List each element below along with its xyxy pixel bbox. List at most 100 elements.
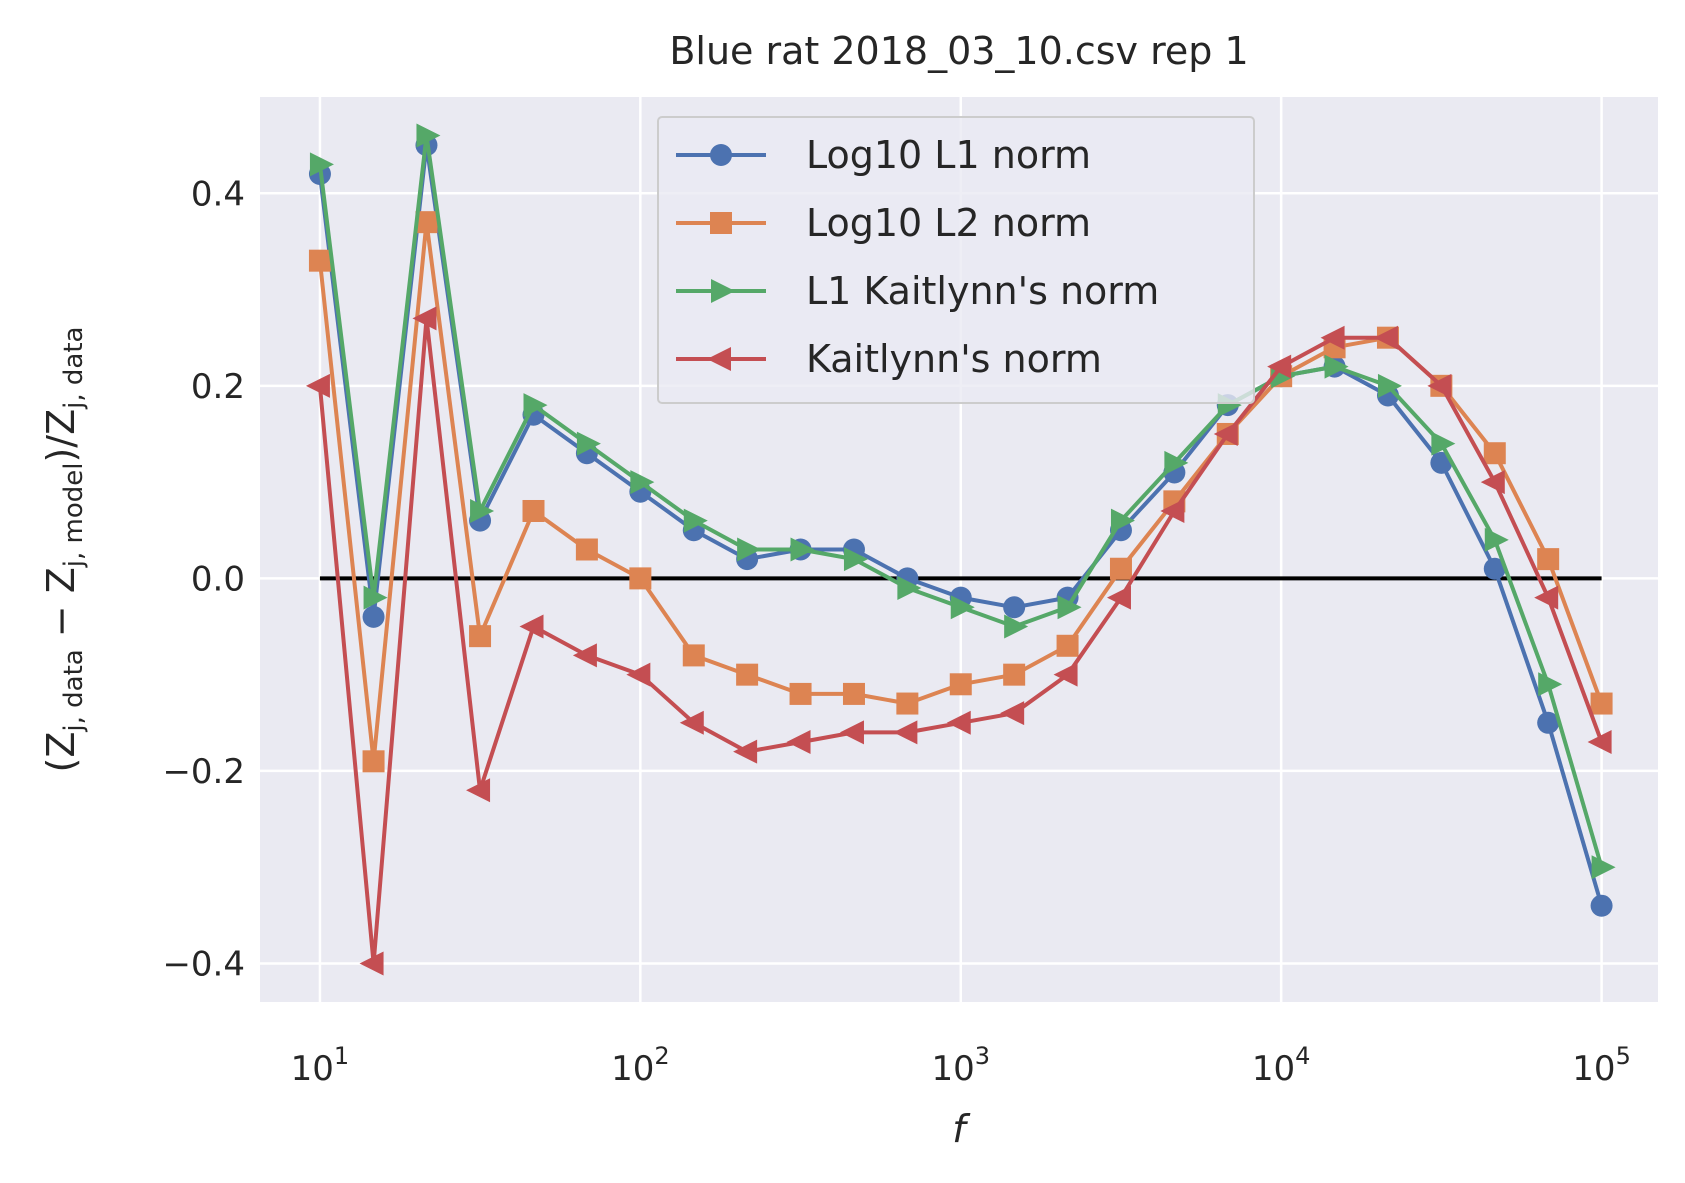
data-point	[707, 347, 731, 371]
legend-entries: Log10 L1 norm Log10 L2 norm L1 Kaitlynn's …	[676, 133, 1159, 381]
data-point	[519, 614, 544, 639]
y-tick-label: 0.4	[191, 174, 245, 214]
data-point	[1534, 585, 1559, 610]
data-point	[1377, 373, 1402, 398]
data-point	[416, 123, 441, 148]
data-point	[790, 537, 815, 562]
data-point	[1480, 470, 1505, 495]
y-axis-label: (Zj, data − Zj, model)/Zj, data	[39, 327, 89, 773]
data-point	[1427, 373, 1452, 398]
legend-entry: Log10 L2 norm	[676, 201, 1091, 245]
x-tick-label: 104	[1252, 1042, 1311, 1089]
x-tick-exponent: 4	[1295, 1042, 1310, 1070]
data-point	[362, 750, 385, 773]
legend: Log10 L1 norm Log10 L2 norm L1 Kaitlynn's …	[657, 116, 1255, 404]
data-point	[359, 951, 384, 976]
data-point	[736, 663, 759, 686]
data-point	[1267, 354, 1292, 379]
chart-title: Blue rat 2018_03_10.csv rep 1	[669, 29, 1248, 73]
series-group	[309, 123, 1616, 880]
y-tick-label: −0.4	[162, 944, 245, 984]
data-point	[1053, 662, 1078, 687]
x-tick-base: 10	[291, 1049, 334, 1089]
data-point	[1004, 614, 1029, 639]
data-point	[897, 576, 922, 601]
y-label-open: (Z	[39, 732, 83, 773]
data-point	[305, 373, 330, 398]
data-point	[683, 508, 708, 533]
series-layer	[305, 123, 1616, 976]
data-point	[1320, 325, 1345, 350]
data-point	[1003, 663, 1026, 686]
data-point	[843, 547, 868, 572]
data-point	[412, 306, 437, 331]
data-point	[1591, 855, 1616, 880]
data-point	[1057, 595, 1082, 620]
data-point	[1590, 692, 1613, 715]
data-point	[1213, 421, 1238, 446]
x-tick-exponent: 2	[654, 1042, 669, 1070]
data-point	[1537, 711, 1560, 734]
data-point	[1537, 548, 1560, 571]
data-point	[893, 720, 918, 745]
legend-entry: Log10 L1 norm	[676, 133, 1091, 177]
legend-entry: Kaitlynn's norm	[676, 337, 1102, 381]
data-point	[1110, 508, 1135, 533]
data-point	[572, 643, 597, 668]
y-tick-label: −0.2	[162, 752, 245, 792]
data-point	[522, 499, 545, 522]
data-point	[1056, 634, 1079, 657]
data-point	[576, 431, 601, 456]
data-point	[1160, 498, 1185, 523]
data-point	[950, 595, 975, 620]
legend-label: Log10 L1 norm	[806, 133, 1091, 177]
data-point	[470, 498, 495, 523]
data-point	[469, 625, 492, 648]
data-point	[1538, 672, 1563, 697]
data-point	[1164, 450, 1189, 475]
y-label-mid: )/Z	[39, 409, 83, 463]
data-point	[1106, 585, 1131, 610]
data-point	[1003, 596, 1026, 619]
legend-label: L1 Kaitlynn's norm	[806, 269, 1159, 313]
legend-label: Kaitlynn's norm	[806, 337, 1102, 381]
y-label-sub1: j, data	[59, 649, 89, 732]
data-point	[1483, 557, 1506, 580]
data-point	[710, 212, 732, 234]
data-point	[308, 249, 331, 272]
data-point	[466, 778, 491, 803]
x-tick-base: 10	[1572, 1049, 1615, 1089]
x-tick-base: 10	[611, 1049, 654, 1089]
data-point	[682, 644, 705, 667]
x-tick-exponent: 5	[1616, 1042, 1631, 1070]
data-point	[710, 144, 732, 166]
data-point	[842, 682, 865, 705]
x-tick-label: 101	[291, 1042, 350, 1089]
x-tick-exponent: 1	[334, 1042, 349, 1070]
x-tick-base: 10	[1252, 1049, 1295, 1089]
data-point	[679, 710, 704, 735]
x-tick-base: 10	[931, 1049, 974, 1089]
data-point	[737, 537, 762, 562]
data-point	[1483, 442, 1506, 465]
legend-box	[657, 116, 1255, 404]
data-point	[575, 538, 598, 561]
x-tick-label: 102	[611, 1042, 670, 1089]
data-point	[1431, 431, 1456, 456]
data-point	[839, 720, 864, 745]
legend-label: Log10 L2 norm	[806, 201, 1091, 245]
data-point	[946, 710, 971, 735]
data-point	[1587, 730, 1612, 755]
data-point	[1109, 557, 1132, 580]
data-point	[789, 682, 812, 705]
x-tick-label: 103	[931, 1042, 990, 1089]
y-label-sub2: j, model	[59, 463, 89, 569]
x-tick-label: 105	[1572, 1042, 1631, 1089]
y-label-minus: − Z	[39, 567, 83, 649]
data-point	[523, 393, 548, 418]
data-point	[1590, 894, 1613, 917]
data-point	[1000, 701, 1025, 726]
